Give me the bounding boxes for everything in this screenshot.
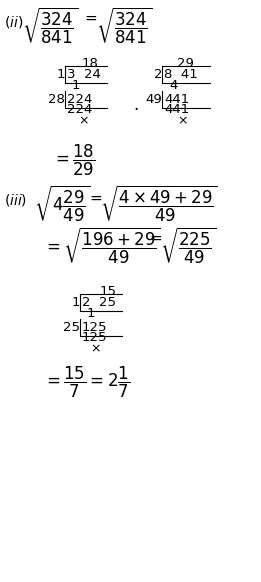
Text: 4: 4 (169, 79, 177, 92)
Text: 3  24: 3 24 (67, 68, 101, 81)
Text: 18: 18 (82, 57, 99, 70)
Text: $= \dfrac{18}{29}$: $= \dfrac{18}{29}$ (52, 143, 96, 178)
Text: 2: 2 (154, 68, 163, 81)
Text: $= \sqrt{\dfrac{196 + 29}{49}}$: $= \sqrt{\dfrac{196 + 29}{49}}$ (43, 225, 161, 265)
Text: $\sqrt{\dfrac{324}{841}}$: $\sqrt{\dfrac{324}{841}}$ (22, 5, 78, 45)
Text: 125: 125 (82, 331, 108, 344)
Text: 25: 25 (63, 321, 80, 334)
Text: 28: 28 (48, 93, 65, 106)
Text: 1: 1 (72, 296, 80, 309)
Text: 2  25: 2 25 (82, 296, 116, 309)
Text: 1: 1 (57, 68, 66, 81)
Text: ×: × (177, 114, 187, 127)
Text: 1: 1 (72, 79, 80, 92)
Text: ×: × (78, 114, 88, 127)
Text: $=$: $=$ (82, 10, 98, 25)
Text: 125: 125 (82, 321, 108, 334)
Text: $=$: $=$ (87, 190, 103, 205)
Text: $\sqrt{\dfrac{324}{841}}$: $\sqrt{\dfrac{324}{841}}$ (96, 5, 152, 45)
Text: 224: 224 (67, 93, 92, 106)
Text: .: . (133, 96, 138, 114)
Text: $\sqrt{\dfrac{225}{49}}$: $\sqrt{\dfrac{225}{49}}$ (160, 225, 216, 265)
Text: 224: 224 (67, 103, 92, 116)
Text: $\sqrt{\dfrac{4 \times 49 + 29}{49}}$: $\sqrt{\dfrac{4 \times 49 + 29}{49}}$ (100, 184, 218, 225)
Text: $(iii)$: $(iii)$ (4, 192, 27, 208)
Text: 15: 15 (100, 285, 117, 298)
Text: 1: 1 (87, 307, 96, 320)
Text: $= \dfrac{15}{7} = 2\dfrac{1}{7}$: $= \dfrac{15}{7} = 2\dfrac{1}{7}$ (43, 365, 130, 400)
Text: ×: × (90, 342, 100, 355)
Text: 441: 441 (164, 93, 189, 106)
Text: 29: 29 (177, 57, 194, 70)
Text: 441: 441 (164, 103, 189, 116)
Text: $(ii)$: $(ii)$ (4, 14, 23, 30)
Text: 49: 49 (145, 93, 162, 106)
Text: $\sqrt{4\dfrac{29}{49}}$: $\sqrt{4\dfrac{29}{49}}$ (34, 184, 90, 225)
Text: $=$: $=$ (147, 230, 163, 245)
Text: 8  41: 8 41 (164, 68, 198, 81)
